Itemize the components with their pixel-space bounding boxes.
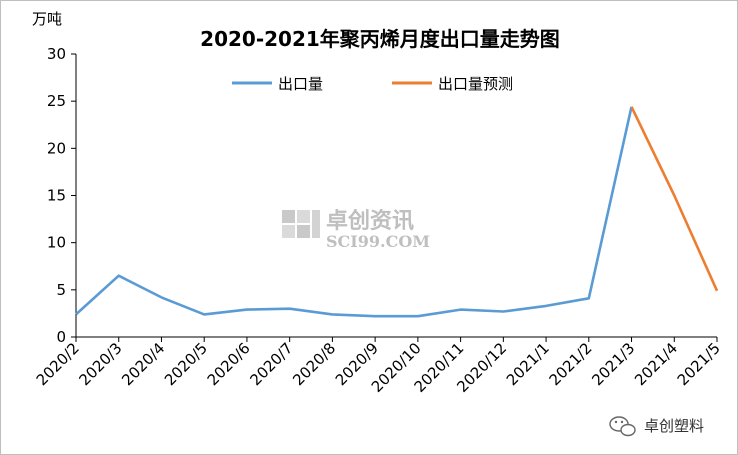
legend-label-export: 出口量 [278, 75, 323, 93]
x-tick-label: 2020/4 [118, 339, 168, 389]
series-line-export [75, 106, 633, 318]
watermark-logo-icon [282, 210, 320, 238]
y-tick-label: 25 [47, 92, 66, 110]
y-tick-label: 15 [47, 187, 66, 205]
legend-label-forecast: 出口量预测 [438, 75, 513, 93]
watermark-brand-cn: 卓创资讯 [326, 209, 414, 234]
series-line-forecast [630, 106, 719, 292]
y-tick-label: 5 [56, 281, 66, 299]
y-axis-unit: 万吨 [32, 10, 62, 28]
x-tick-label: 2021/1 [503, 339, 553, 389]
x-tick-label: 2020/3 [76, 339, 126, 389]
x-tick-label: 2021/4 [631, 339, 681, 389]
watermark-brand-en: SCI99.COM [326, 232, 430, 251]
x-tick-label: 2020/5 [161, 339, 211, 389]
x-axis-ticks: 2020/22020/32020/42020/52020/62020/72020… [33, 337, 724, 396]
y-tick-label: 10 [47, 234, 66, 252]
y-axis-ticks: 0 5 10 15 20 25 30 [47, 45, 76, 346]
x-tick-label: 2021/2 [546, 339, 596, 389]
y-tick-label: 20 [47, 139, 66, 157]
source-tag: 卓创塑料 [609, 416, 704, 437]
x-tick-label: 2021/5 [674, 339, 724, 389]
x-tick-label: 2020/8 [289, 339, 339, 389]
y-tick-label: 0 [56, 328, 66, 346]
watermark: 卓创资讯 SCI99.COM [282, 209, 430, 251]
x-tick-label: 2020/2 [33, 339, 83, 389]
x-tick-label: 2020/7 [246, 339, 296, 389]
x-tick-label: 2020/6 [204, 339, 254, 389]
series-layer [75, 106, 719, 318]
source-tag-text: 卓创塑料 [644, 417, 704, 435]
wechat-icon [609, 416, 636, 437]
legend: 出口量 出口量预测 [232, 75, 513, 93]
chart-title: 2020-2021年聚丙烯月度出口量走势图 [200, 27, 560, 51]
y-tick-label: 30 [47, 45, 66, 63]
x-tick-label: 2021/3 [588, 339, 638, 389]
